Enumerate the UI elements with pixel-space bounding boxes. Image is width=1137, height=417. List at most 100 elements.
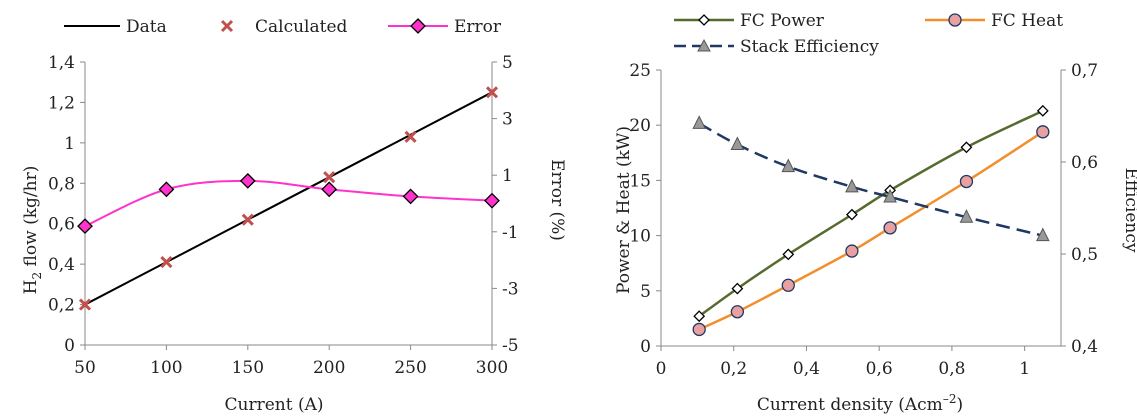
c1-y2-tick-label: -1 (502, 223, 519, 243)
c2-series-stack-efficiency-line (698, 122, 1044, 237)
c1-series-error-point (77, 218, 93, 235)
c2-series-fc-power-point (782, 248, 795, 261)
c2-y2-tick-label: 0,6 (1071, 153, 1098, 173)
c1-y2-tick-label: 5 (502, 53, 513, 73)
c1-y-tick-labels: 0 0,2 0,4 0,6 0,8 1 1,2 1,4 (48, 53, 75, 356)
c2-x-tick-label: 1 (1019, 359, 1030, 379)
c1-y2-tick-label: 3 (502, 110, 513, 130)
c2-y-tick-labels: 0 5 10 15 20 25 (629, 61, 651, 357)
c2-series-stack-efficiency-point (781, 158, 796, 173)
c2-y2-tick-label: 0,4 (1071, 337, 1098, 357)
c1-y-tick-label: 0,8 (48, 174, 75, 194)
c2-series-fc-power-point (1036, 104, 1049, 117)
c1-series-error-point (158, 181, 175, 198)
c2-series-fc-heat (692, 125, 1050, 337)
c1-x-axis-label: Current (A) (225, 395, 324, 415)
c1-marks (77, 86, 500, 311)
c2-y-tick-label: 0 (640, 337, 651, 357)
c2-series-fc-heat-point (883, 221, 897, 235)
c2-legend-stack-efficiency-label: Stack Efficiency (740, 37, 879, 57)
c1-series-error-point (484, 192, 500, 209)
c2-series-fc-power-point (731, 282, 744, 295)
c2-series-stack-efficiency-point (845, 178, 859, 193)
c1-series-error-point (402, 188, 419, 205)
c1-series-calculated (78, 86, 499, 311)
c1-x-tick-label: 200 (313, 358, 345, 378)
c1-y2-tick-label: 1 (502, 166, 513, 186)
c1-y-tick-label: 0,4 (48, 255, 75, 275)
c2-x-axis-label: Current density (Acm–2) (757, 392, 963, 415)
c2-y2-tick-label: 0,5 (1071, 245, 1098, 265)
c2-x-tick-label: 0,6 (866, 359, 893, 379)
c1-legend-calculated: Calculated (220, 17, 348, 37)
c2-y2-tick-labels: 0,4 0,5 0,6 0,7 (1071, 61, 1098, 357)
c2-y-tick-label: 20 (629, 116, 651, 136)
c1-series-error-point (239, 172, 256, 189)
c2-series-fc-power-line (698, 109, 1044, 318)
c2-series-fc-power-point (960, 141, 973, 154)
c2-series-fc-heat-point (730, 305, 745, 319)
c1-series-calculated-point (485, 86, 499, 99)
c1-series-data (84, 91, 493, 306)
c2-y-tick-label: 25 (629, 61, 651, 81)
c2-legend: FC Power FC Heat Stack Efficiency (674, 11, 1063, 57)
c2-legend-fc-power-label: FC Power (740, 11, 825, 31)
c2-series-fc-heat-point (845, 244, 859, 258)
c1-y-tick-label: 0,2 (48, 296, 75, 316)
c2-y-axis-label: Power & Heat (kW) (614, 126, 634, 294)
c1-y2-tick-labels: -5 -3 -1 1 3 5 (502, 53, 519, 356)
c2-legend-stack-efficiency: Stack Efficiency (674, 37, 879, 57)
c2-legend-fc-heat-label: FC Heat (991, 11, 1063, 31)
c2-x-tick-label: 0 (656, 359, 667, 379)
c2-y-tick-label: 10 (629, 227, 651, 247)
c1-series-calculated-point (78, 298, 92, 311)
c2-series-fc-heat-point (1036, 125, 1050, 139)
c2-series-stack-efficiency (692, 115, 1050, 242)
c2-series-fc-heat-point (781, 278, 795, 292)
c1-x-tick-label: 100 (150, 358, 182, 378)
c2-series-fc-power-point (693, 310, 706, 323)
c1-x-tick-label: 150 (232, 358, 264, 378)
c2-series-fc-heat-point (692, 322, 706, 337)
c1-legend: Data Calculated Error (64, 17, 502, 37)
c1-legend-error: Error (388, 17, 502, 37)
c1-legend-data: Data (64, 17, 167, 37)
c2-x-tick-label: 0,8 (938, 359, 965, 379)
c1-y-tick-label: 1 (64, 134, 75, 154)
c2-x-tick-label: 0,4 (793, 359, 820, 379)
c1-legend-x-marker (220, 19, 234, 33)
c1-series-calculated-point (160, 256, 173, 269)
c2-axes (656, 69, 1066, 351)
c2-y-tick-label: 5 (640, 282, 651, 302)
c2-series-fc-power (693, 104, 1049, 323)
c1-series-calculated-point (404, 130, 417, 143)
chart-flow-error: 0 0,2 0,4 0,6 0,8 1 1,2 1,4 -5 -3 -1 1 3 5 50 100 150 2… (21, 17, 567, 415)
c2-y2-tick-label: 0,7 (1071, 61, 1098, 81)
c1-axes (80, 61, 497, 350)
c2-series-fc-heat-point (959, 174, 974, 189)
c1-x-tick-label: 50 (74, 358, 96, 378)
c1-series-calculated-point (241, 213, 254, 226)
c1-y-tick-label: 0,6 (48, 215, 75, 235)
c1-legend-calculated-label: Calculated (255, 17, 348, 37)
c1-y-tick-label: 1,4 (48, 53, 75, 73)
c2-series-stack-efficiency-point (1036, 227, 1050, 242)
c1-y-tick-label: 0 (64, 336, 75, 356)
c2-y2-axis-label: Efficiency (1121, 167, 1137, 252)
c1-y-axis-label: H2 flow (kg/hr) (21, 166, 44, 295)
c1-y-tick-label: 1,2 (48, 93, 75, 113)
c1-series-error (77, 172, 500, 235)
c2-marks (692, 104, 1050, 337)
c1-series-error-point (321, 181, 338, 198)
c1-x-tick-label: 250 (394, 358, 426, 378)
c2-legend-fc-power: FC Power (674, 11, 825, 31)
c2-legend-fc-heat: FC Heat (925, 11, 1063, 31)
c1-legend-data-label: Data (126, 17, 167, 37)
c1-series-data-line (84, 91, 493, 306)
c2-series-stack-efficiency-point (959, 209, 974, 223)
c1-series-calculated-point (323, 171, 336, 184)
c2-series-fc-power-point (845, 208, 858, 221)
c2-series-fc-heat-line (698, 130, 1044, 331)
c1-y2-axis-label: Error (%) (547, 159, 567, 241)
